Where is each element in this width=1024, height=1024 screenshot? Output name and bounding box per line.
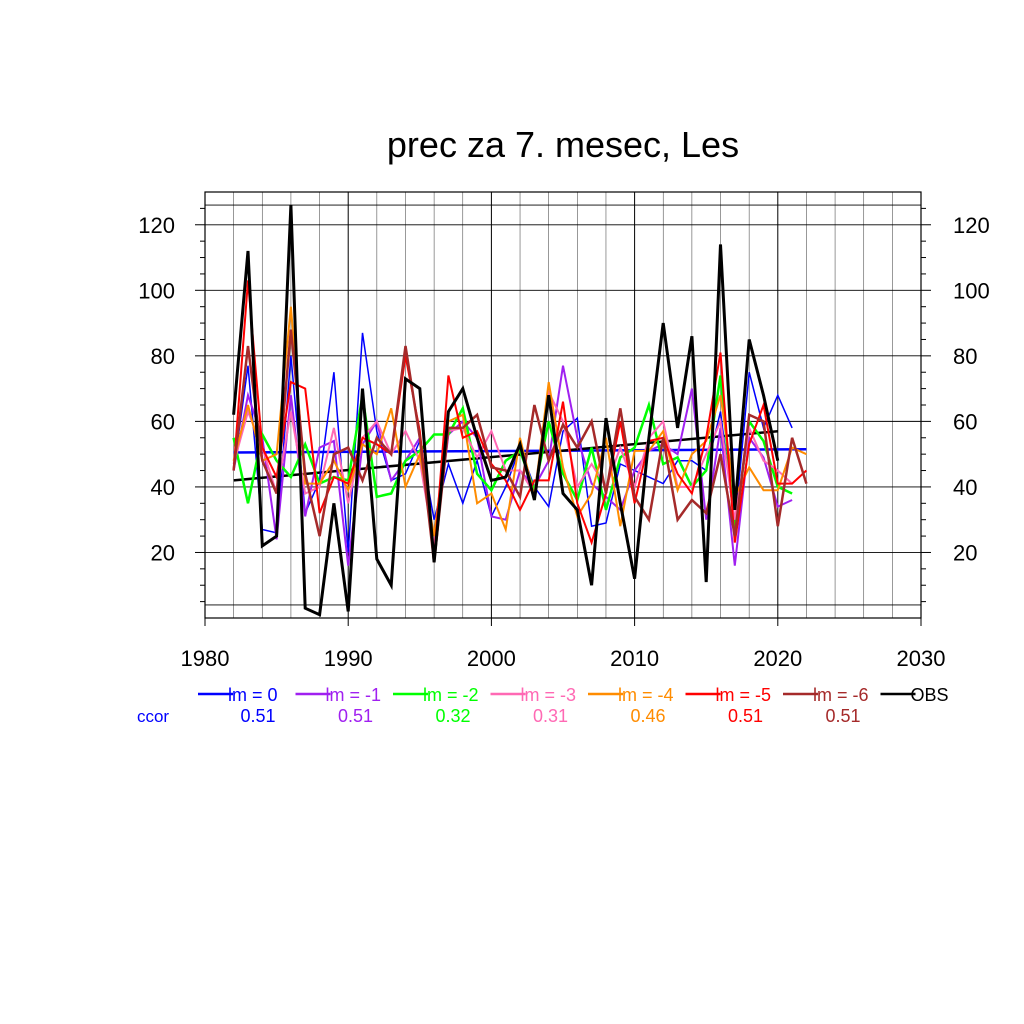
legend-ccor-value: 0.51	[825, 706, 860, 726]
series-lines	[232, 205, 808, 617]
y-tick-label-right: 120	[953, 213, 990, 238]
trend-line	[233, 429, 778, 482]
x-tick-label: 2010	[610, 646, 659, 671]
y-tick-label-right: 40	[953, 475, 977, 500]
legend-label: OBS	[911, 685, 949, 705]
legend-label: lm = -6	[813, 685, 869, 705]
legend-ccor-value: 0.51	[240, 706, 275, 726]
legend-label: lm = -4	[618, 685, 674, 705]
legend-label: lm = -2	[423, 685, 479, 705]
chart-title: prec za 7. mesec, Les	[387, 124, 739, 165]
legend-ccor-value: 0.46	[630, 706, 665, 726]
x-tick-label: 2020	[753, 646, 802, 671]
y-tick-label-right: 100	[953, 278, 990, 303]
legend-ccor-value: 0.51	[728, 706, 763, 726]
x-tick-label: 1980	[181, 646, 230, 671]
y-tick-label: 120	[138, 213, 175, 238]
legend-label: lm = -1	[326, 685, 382, 705]
legend-label: lm = -5	[716, 685, 772, 705]
y-tick-label: 60	[151, 409, 175, 434]
y-axis: 20 20 40 40 60 60 80 80 100 100 120 120	[138, 207, 990, 603]
legend-label: lm = -3	[521, 685, 577, 705]
y-tick-label-right: 80	[953, 344, 977, 369]
series-line-obs	[232, 205, 780, 617]
y-tick-label: 100	[138, 278, 175, 303]
y-tick-label: 20	[151, 540, 175, 565]
y-tick-label: 40	[151, 475, 175, 500]
x-tick-label: 2030	[897, 646, 946, 671]
y-tick-label-right: 60	[953, 409, 977, 434]
grid	[205, 192, 921, 618]
legend-ccor-value: 0.32	[435, 706, 470, 726]
x-tick-label: 1990	[324, 646, 373, 671]
series-line-lm-5	[232, 280, 808, 560]
x-axis: 1980 1990 2000 2010 2020 2030	[181, 618, 946, 671]
legend-ccor-value: 0.31	[533, 706, 568, 726]
legend-label: lm = 0	[228, 685, 278, 705]
x-tick-label: 2000	[467, 646, 516, 671]
y-tick-label: 80	[151, 344, 175, 369]
ccor-row-label: ccor	[137, 707, 169, 726]
series-line-lm-4	[232, 306, 807, 537]
y-tick-label-right: 20	[953, 540, 977, 565]
legend-ccor-value: 0.51	[338, 706, 373, 726]
